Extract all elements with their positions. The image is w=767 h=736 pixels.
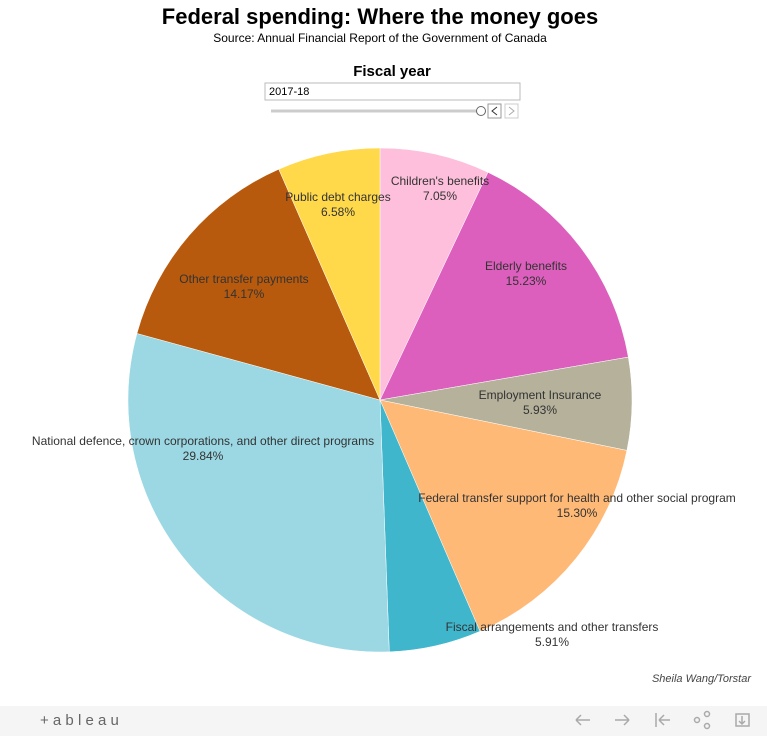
filter-label: Fiscal year [353,63,431,80]
filter-value: 2017-18 [269,86,309,98]
next-icon [508,106,515,116]
slice-label: National defence, crown corporations, an… [32,434,374,448]
slice-label: Employment Insurance [479,388,602,402]
slider-thumb[interactable] [476,106,486,116]
slice-value: 29.84% [183,449,224,463]
prev-button[interactable] [487,103,502,119]
chart-title: Federal spending: Where the money goes [162,4,598,29]
pie-slice [278,147,381,401]
slice-label: Fiscal arrangements and other transfers [446,620,659,634]
slice-value: 15.30% [557,506,598,520]
chart-subtitle: Source: Annual Financial Report of the G… [213,31,547,45]
slice-value: 5.93% [523,403,557,417]
toolbar [0,706,767,736]
slice-label: Elderly benefits [485,259,567,273]
slice-value: 6.58% [321,205,355,219]
slice-label: Federal transfer support for health and … [418,491,736,505]
brand: + a b l e a u [40,712,119,729]
pie-slice [379,399,628,632]
toolbar-icons[interactable] [575,710,750,730]
next-button[interactable] [504,103,519,119]
slice-value: 15.23% [506,274,547,288]
pie-slice [379,171,629,401]
slice-label: Other transfer payments [179,272,308,286]
slice-label: Public debt charges [285,190,390,204]
slice-label: Children's benefits [391,174,489,188]
pie-slice [127,333,390,653]
prev-icon [491,106,498,116]
credit: Sheila Wang/Torstar [652,673,752,685]
slice-value: 14.17% [224,287,265,301]
pie-slice [136,168,381,401]
slice-value: 5.91% [535,635,569,649]
slice-value: 7.05% [423,189,457,203]
filter-box[interactable] [264,82,521,101]
pie-slice [379,147,489,401]
